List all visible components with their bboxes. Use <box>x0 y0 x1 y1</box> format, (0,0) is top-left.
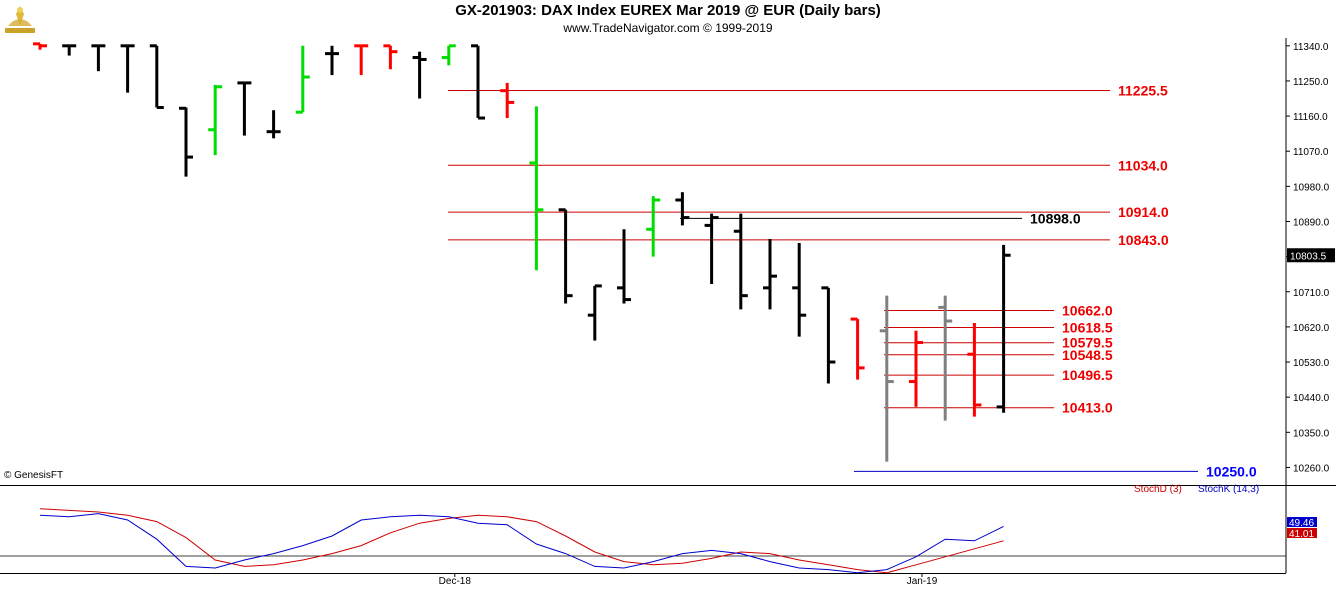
level-label: 10662.0 <box>1062 302 1113 318</box>
level-label: 10579.5 <box>1062 335 1113 351</box>
last-price-label: 10803.5 <box>1290 251 1327 262</box>
stoch-legend-label: StochK (14,3) <box>1198 484 1259 495</box>
level-label: 11225.5 <box>1118 83 1168 99</box>
level-label: 10413.0 <box>1062 400 1113 416</box>
y-tick-label: 10890.0 <box>1293 217 1330 228</box>
genesis-logo-icon <box>5 6 35 33</box>
stochd-line <box>39 508 1004 574</box>
x-tick-label: Dec-18 <box>439 576 472 587</box>
stochk-line <box>39 513 1004 574</box>
level-label: 10618.5 <box>1062 319 1113 335</box>
stochd-value-box <box>1287 528 1317 538</box>
level-label: 10496.5 <box>1062 367 1113 383</box>
stochk-value-box <box>1287 517 1317 527</box>
price-levels: 11225.5 11034.0 10914.0 10898.0 10843.0 10662… <box>448 83 1257 479</box>
price-bars <box>33 42 1011 462</box>
level-label: 10250.0 <box>1206 463 1257 479</box>
y-tick-label: 10620.0 <box>1293 323 1330 334</box>
level-label: 10548.5 <box>1062 347 1113 363</box>
stoch-legend-label: StochD (3) <box>1134 484 1182 495</box>
y-tick-label: 10980.0 <box>1293 182 1330 193</box>
y-tick-label: 11160.0 <box>1293 112 1328 123</box>
y-tick-label: 11340.0 <box>1293 42 1329 53</box>
y-tick-label: 10530.0 <box>1293 358 1330 369</box>
y-tick-label: 10440.0 <box>1293 393 1330 404</box>
y-tick-label: 11250.0 <box>1293 77 1329 88</box>
x-axis-ticks: Dec-18 Jan-19 <box>439 573 938 587</box>
y-tick-label: 11070.0 <box>1293 147 1329 158</box>
last-price-box <box>1287 248 1335 263</box>
y-tick-label: 10260.0 <box>1293 463 1330 474</box>
chart-title: GX-201903: DAX Index EUREX Mar 2019 @ EU… <box>455 2 881 19</box>
last-price-marker: 10803.5 <box>1287 248 1335 263</box>
level-label: 10898.0 <box>1030 210 1081 226</box>
y-tick-label: 10350.0 <box>1293 428 1330 439</box>
x-tick-label: Jan-19 <box>907 576 938 587</box>
chart-subtitle: www.TradeNavigator.com © 1999-2019 <box>563 21 773 35</box>
copyright-label: © GenesisFT <box>4 470 63 481</box>
level-label: 11034.0 <box>1118 157 1168 173</box>
level-label: 10914.0 <box>1118 204 1169 220</box>
stochk-value-label: 49.46 <box>1289 518 1314 529</box>
y-tick-label: 10710.0 <box>1293 288 1330 299</box>
stochd-value-label: 41.01 <box>1289 529 1314 540</box>
level-label: 10843.0 <box>1118 232 1169 248</box>
